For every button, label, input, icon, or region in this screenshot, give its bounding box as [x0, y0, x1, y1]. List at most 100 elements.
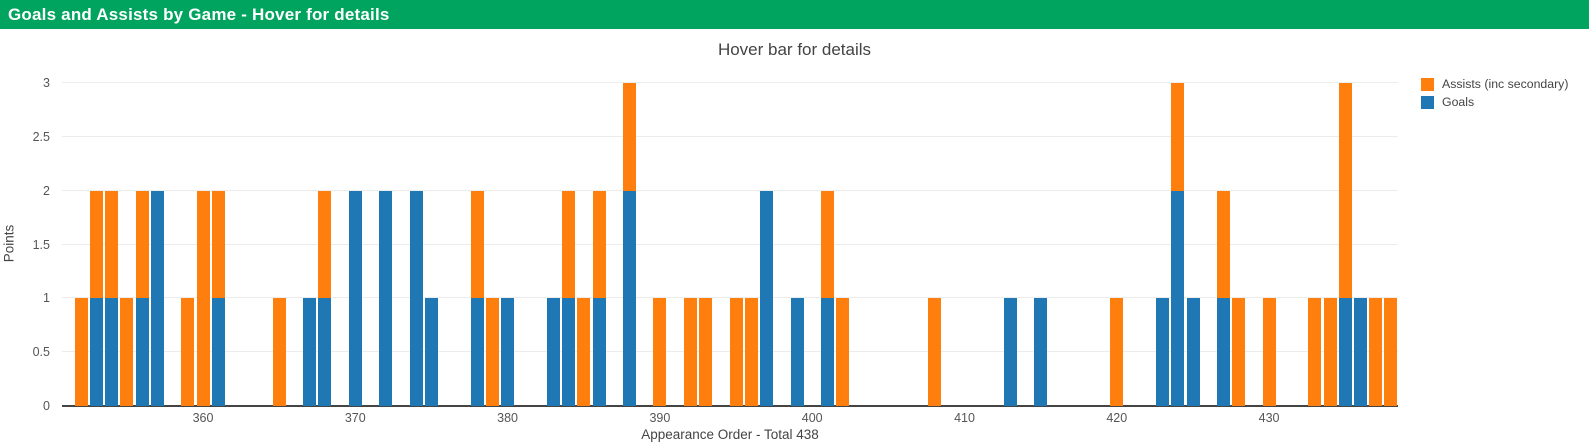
x-tick-label: 430	[1258, 411, 1280, 425]
x-tick-label: 420	[1106, 411, 1128, 425]
bar-goals-384[interactable]	[562, 298, 575, 406]
bar-assists-392[interactable]	[683, 298, 697, 406]
bar-assists-438[interactable]	[1384, 298, 1398, 406]
bar-goals-356[interactable]	[135, 298, 149, 406]
x-tick-label: 370	[344, 411, 366, 425]
bar-assists-384[interactable]	[562, 190, 575, 299]
legend-item-goals[interactable]: Goals	[1421, 93, 1589, 111]
x-axis-title: Appearance Order - Total 438	[641, 427, 819, 442]
bar-goals-380[interactable]	[501, 298, 515, 406]
bar-assists-435[interactable]	[1338, 83, 1352, 299]
bar-assists-368[interactable]	[318, 190, 332, 299]
bar-assists-402[interactable]	[836, 298, 850, 406]
bar-goals-361[interactable]	[211, 298, 225, 406]
x-tick-label: 400	[801, 411, 823, 425]
bar-assists-395[interactable]	[729, 298, 743, 406]
bar-assists-359[interactable]	[181, 298, 195, 406]
bar-goals-397[interactable]	[760, 190, 773, 406]
bar-goals-357[interactable]	[150, 190, 164, 406]
bar-goals-374[interactable]	[409, 190, 423, 406]
gridline	[62, 135, 1398, 137]
y-axis-title: Points	[1, 224, 17, 263]
header-title: Goals and Assists by Game - Hover for de…	[8, 4, 390, 24]
bar-goals-353[interactable]	[89, 298, 103, 406]
bar-goals-413[interactable]	[1003, 298, 1017, 406]
bar-goals-401[interactable]	[820, 298, 834, 406]
legend-label: Assists (inc secondary)	[1442, 77, 1569, 91]
bar-assists-428[interactable]	[1232, 298, 1246, 406]
y-axis-tick-labels: 0 0.5 1 1.5 2 2.5 3	[4, 76, 56, 413]
bar-assists-433[interactable]	[1308, 298, 1322, 406]
bar-goals-370[interactable]	[348, 190, 362, 406]
y-tick-label: 1	[43, 291, 50, 306]
bar-assists-379[interactable]	[485, 298, 499, 406]
bar-assists-356[interactable]	[135, 190, 149, 299]
legend: Assists (inc secondary) Goals	[1421, 75, 1589, 111]
bar-goals-378[interactable]	[470, 298, 484, 406]
legend-swatch-icon	[1421, 77, 1434, 91]
bar-assists-353[interactable]	[89, 190, 103, 299]
bar-assists-386[interactable]	[592, 190, 606, 299]
bar-goals-436[interactable]	[1354, 298, 1367, 406]
plot-area[interactable]	[62, 82, 1398, 407]
bar-assists-430[interactable]	[1262, 298, 1276, 406]
bar-assists-378[interactable]	[470, 190, 484, 299]
y-tick-label: 3	[43, 76, 50, 90]
x-tick-label: 390	[649, 411, 671, 425]
bar-assists-437[interactable]	[1369, 298, 1383, 406]
bar-goals-388[interactable]	[622, 190, 636, 406]
y-tick-label: 2	[43, 183, 50, 198]
bar-assists-408[interactable]	[927, 298, 941, 406]
gridline	[62, 82, 1398, 83]
bar-assists-396[interactable]	[744, 298, 758, 406]
bar-assists-393[interactable]	[699, 298, 713, 406]
bar-goals-423[interactable]	[1156, 298, 1169, 406]
bar-assists-401[interactable]	[820, 190, 834, 299]
y-tick-label: 0	[43, 399, 50, 413]
bar-goals-386[interactable]	[592, 298, 606, 406]
x-tick-label: 410	[954, 411, 975, 425]
legend-label: Goals	[1442, 95, 1475, 109]
header-bar: Goals and Assists by Game - Hover for de…	[0, 0, 1589, 29]
bar-assists-355[interactable]	[120, 298, 134, 406]
chart-figure: Hover bar for details 0 0.5 1 1.5 2 2.5 3 Poin…	[0, 29, 1589, 445]
bar-assists-424[interactable]	[1171, 83, 1185, 191]
bar-goals-427[interactable]	[1216, 298, 1230, 406]
x-axis-line	[62, 405, 1398, 407]
bar-assists-388[interactable]	[622, 83, 636, 191]
bar-assists-365[interactable]	[272, 298, 286, 406]
bar-goals-372[interactable]	[379, 190, 393, 406]
bar-assists-420[interactable]	[1110, 298, 1124, 406]
legend-swatch-icon	[1421, 95, 1434, 109]
bar-goals-415[interactable]	[1034, 298, 1048, 406]
gridline	[62, 189, 1398, 191]
bar-goals-367[interactable]	[303, 298, 317, 406]
bar-goals-435[interactable]	[1338, 298, 1352, 406]
x-tick-label: 380	[497, 411, 519, 425]
bar-goals-383[interactable]	[546, 298, 560, 406]
gridline	[62, 243, 1398, 245]
bar-goals-399[interactable]	[790, 298, 804, 406]
bar-assists-352[interactable]	[74, 298, 88, 406]
bar-goals-354[interactable]	[105, 298, 119, 406]
bar-assists-385[interactable]	[577, 298, 591, 406]
bar-goals-424[interactable]	[1171, 190, 1185, 406]
bar-goals-375[interactable]	[425, 298, 438, 406]
bar-goals-368[interactable]	[318, 298, 332, 406]
x-tick-label: 360	[192, 411, 214, 425]
bar-assists-390[interactable]	[653, 298, 667, 406]
y-tick-label: 2.5	[32, 129, 50, 144]
bar-assists-361[interactable]	[211, 190, 225, 299]
bar-assists-354[interactable]	[105, 190, 119, 299]
bar-assists-360[interactable]	[196, 190, 210, 406]
y-tick-label: 0.5	[32, 345, 50, 360]
chart-title: Hover bar for details	[717, 40, 872, 59]
bar-assists-427[interactable]	[1216, 190, 1230, 299]
y-tick-label: 1.5	[32, 237, 50, 252]
x-axis-tick-labels: 360 370 380 390 400 410 420 430	[62, 411, 1398, 429]
gridline	[62, 297, 1398, 299]
legend-item-assists[interactable]: Assists (inc secondary)	[1421, 75, 1589, 93]
bar-goals-425[interactable]	[1186, 298, 1200, 406]
bar-assists-434[interactable]	[1323, 298, 1337, 406]
